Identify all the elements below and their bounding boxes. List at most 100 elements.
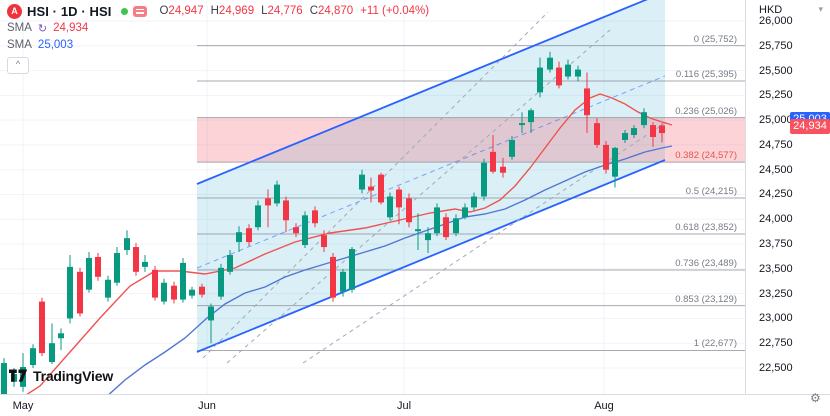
price-tick-label: 24,000 bbox=[759, 213, 793, 226]
gridlines bbox=[0, 0, 745, 394]
candle bbox=[39, 297, 45, 357]
price-tick-label: 23,750 bbox=[759, 238, 793, 251]
candle bbox=[612, 146, 618, 188]
low-value: 24,776 bbox=[267, 5, 303, 17]
candle bbox=[575, 65, 581, 82]
market-status-dot-icon[interactable] bbox=[121, 7, 129, 15]
time-axis[interactable]: May Jun Jul Aug bbox=[0, 394, 830, 416]
candle bbox=[650, 122, 656, 147]
high-label: H bbox=[210, 5, 219, 17]
currency-caret-icon[interactable]: ▾ bbox=[818, 4, 823, 14]
candle bbox=[528, 108, 534, 134]
channel-mid-line bbox=[196, 75, 666, 269]
price-axis[interactable]: HKD ▾ 26,000 25,750 25,500 25,250 25,000 24,7… bbox=[745, 0, 830, 394]
candle bbox=[227, 250, 233, 275]
candle bbox=[114, 247, 120, 286]
price-tick-label: 23,500 bbox=[759, 262, 793, 275]
sma-slow-label: SMA bbox=[7, 39, 32, 51]
fib-level-label: 0.382 (24,577) bbox=[675, 150, 737, 162]
fib-level-label: 1 (22,677) bbox=[693, 338, 737, 350]
candle bbox=[142, 254, 148, 272]
symbol-row[interactable]: A HSI · 1D · HSI O24,947 H24,969 L24,776… bbox=[7, 3, 429, 19]
candle bbox=[387, 192, 393, 221]
candle bbox=[330, 252, 336, 302]
candlestick-chart bbox=[0, 0, 745, 394]
price-tick-label: 22,750 bbox=[759, 337, 793, 350]
candle bbox=[199, 283, 205, 298]
time-tick-label: May bbox=[12, 400, 34, 412]
candle bbox=[462, 203, 468, 220]
price-tick-label: 25,500 bbox=[759, 64, 793, 77]
candle bbox=[443, 213, 449, 241]
candle bbox=[1, 358, 7, 394]
candle bbox=[236, 226, 242, 253]
chart-legend: A HSI · 1D · HSI O24,947 H24,969 L24,776… bbox=[7, 3, 429, 74]
candle bbox=[152, 265, 158, 301]
fib-band bbox=[197, 117, 745, 163]
candle bbox=[302, 211, 308, 249]
trend-channel-fill bbox=[197, 0, 665, 352]
candle bbox=[368, 177, 374, 203]
high-value: 24,969 bbox=[218, 5, 255, 17]
candle bbox=[584, 72, 590, 134]
candle bbox=[556, 61, 562, 89]
sma-slow-row[interactable]: SMA 25,003 bbox=[7, 37, 429, 53]
sma-fast-label: SMA bbox=[7, 22, 32, 34]
candle bbox=[49, 323, 55, 365]
time-tick-label: Jul bbox=[396, 400, 412, 412]
sma-slow-value: 25,003 bbox=[37, 39, 74, 51]
close-value: 24,870 bbox=[318, 5, 354, 17]
time-tick-label: Aug bbox=[594, 400, 614, 412]
candle bbox=[547, 51, 553, 73]
candle bbox=[133, 243, 139, 276]
candle bbox=[622, 130, 628, 143]
price-tick-label: 25,250 bbox=[759, 89, 793, 102]
dashed-trendline bbox=[302, 120, 669, 364]
candle bbox=[434, 203, 440, 237]
fib-level-label: 0.853 (23,129) bbox=[675, 293, 737, 305]
candle bbox=[603, 140, 609, 174]
candle bbox=[218, 263, 224, 300]
candle bbox=[378, 172, 384, 205]
currency-label[interactable]: HKD bbox=[759, 4, 783, 16]
candle bbox=[67, 254, 73, 324]
fib-level-label: 0.236 (25,026) bbox=[675, 105, 737, 117]
candle bbox=[30, 344, 36, 368]
candle bbox=[77, 267, 83, 317]
candle bbox=[189, 286, 195, 299]
collapse-legend-button[interactable]: ^ bbox=[7, 57, 29, 74]
candle bbox=[565, 59, 571, 80]
channel-top-line bbox=[196, 0, 648, 185]
candle bbox=[340, 268, 346, 297]
low-label: L bbox=[261, 5, 268, 17]
axis-settings-gear-icon[interactable]: ⚙ bbox=[810, 391, 821, 405]
candle bbox=[208, 303, 214, 344]
candle bbox=[246, 224, 252, 247]
legend-menu-icon[interactable] bbox=[133, 5, 148, 17]
candle bbox=[124, 230, 130, 255]
tradingview-logo-icon bbox=[9, 369, 28, 382]
candles bbox=[1, 51, 665, 394]
candle bbox=[312, 206, 318, 228]
candle bbox=[293, 223, 299, 238]
chart-pane[interactable] bbox=[0, 0, 745, 394]
candle bbox=[265, 189, 271, 228]
sma-fast-row[interactable]: SMA ↻ 24,934 bbox=[7, 20, 429, 36]
candle bbox=[659, 123, 665, 143]
candle bbox=[453, 214, 459, 237]
sma-fast-value: 24,934 bbox=[53, 22, 89, 34]
candle bbox=[95, 252, 101, 281]
candle bbox=[86, 252, 92, 293]
candle bbox=[641, 108, 647, 129]
tradingview-watermark[interactable]: TradingView bbox=[9, 368, 113, 384]
watermark-text: TradingView bbox=[33, 368, 114, 384]
fib-level-label: 0.618 (23,852) bbox=[675, 221, 737, 233]
fib-level-label: 0 (25,752) bbox=[693, 33, 737, 45]
fib-level-label: 0.736 (23,489) bbox=[675, 257, 737, 269]
candle bbox=[490, 135, 496, 174]
candle bbox=[519, 112, 525, 134]
symbol-title[interactable]: HSI · 1D · HSI bbox=[27, 3, 112, 19]
price-tick-label: 24,750 bbox=[759, 138, 793, 151]
candle bbox=[58, 328, 64, 351]
